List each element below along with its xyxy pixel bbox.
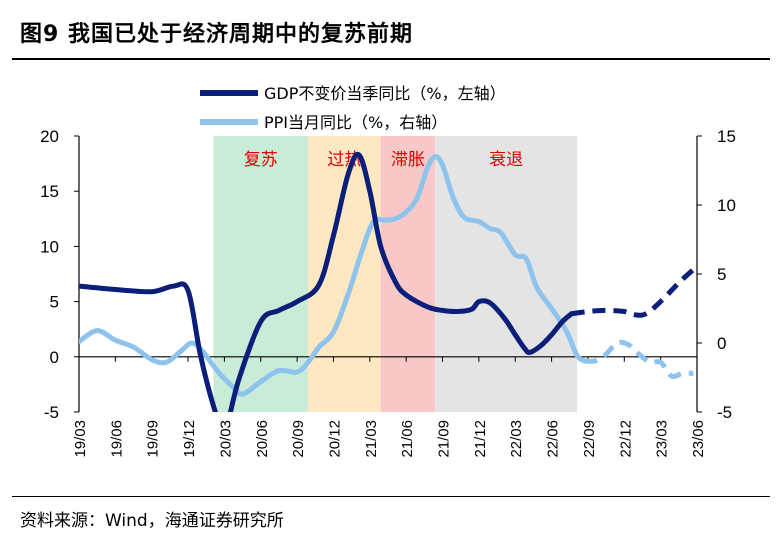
phase-label-3: 衰退 (489, 150, 523, 170)
phase-bands: 复苏 过热 滞胀 衰退 (213, 136, 578, 412)
y-right-tick-label: 10 (717, 196, 736, 215)
title-divider (12, 58, 770, 60)
x-tick-label: 19/09 (145, 420, 162, 458)
y-left-tick-label: 20 (40, 127, 59, 146)
series-1-dashed-line (584, 339, 694, 380)
x-tick-label: 22/09 (581, 420, 598, 458)
series-1-line (79, 154, 587, 397)
x-tick-label: 23/06 (690, 420, 707, 458)
figure-title: 图9 我国已处于经济周期中的复苏前期 (20, 22, 413, 47)
phase-label-2: 滞胀 (391, 150, 425, 170)
x-tick-label: 19/12 (181, 420, 198, 458)
x-tick-label: 20/03 (217, 420, 234, 458)
series-0-dashed-line (571, 267, 696, 318)
x-tick-label: 22/03 (508, 420, 525, 458)
y-left-tick-label: 15 (40, 182, 59, 201)
x-tick-label: 19/06 (108, 420, 125, 458)
legend-gdp-label: GDP不变价当季同比（%，左轴） (264, 84, 506, 103)
phase-band-3 (435, 136, 578, 412)
legend-ppi-label: PPI当月同比（%，右轴） (264, 113, 447, 132)
x-tick-label: 23/03 (654, 420, 671, 458)
phase-band-0 (213, 136, 309, 412)
axes: 20 15 10 5 0 -5 15 10 5 0 -5 19/03 19/06 19/09 19/12 20… (40, 127, 736, 458)
series-0-line (79, 151, 575, 412)
y-right-tick-label: -5 (717, 403, 732, 422)
phase-band-1 (308, 136, 381, 412)
x-tick-label: 21/06 (399, 420, 416, 458)
y-right-tick-label: 5 (717, 265, 726, 284)
y-left-tick-label: 5 (50, 293, 59, 312)
y-right-tick-label: 0 (717, 334, 726, 353)
x-tick-label: 19/03 (72, 420, 89, 458)
x-tick-label: 20/12 (326, 420, 343, 458)
x-tick-label: 21/09 (436, 420, 453, 458)
series-lines (79, 151, 696, 412)
x-tick-label: 21/12 (472, 420, 489, 458)
x-tick-label: 22/12 (617, 420, 634, 458)
y-left-tick-label: 10 (40, 237, 59, 256)
source-divider (12, 496, 770, 497)
y-left-tick-label: -5 (44, 403, 59, 422)
x-tick-label: 20/09 (290, 420, 307, 458)
legend: GDP不变价当季同比（%，左轴） PPI当月同比（%，右轴） (200, 84, 506, 132)
y-right-tick-label: 15 (717, 127, 736, 146)
phase-label-0: 复苏 (244, 150, 278, 170)
source-note: 资料来源：Wind，海通证券研究所 (20, 511, 284, 531)
x-tick-label: 20/06 (254, 420, 271, 458)
y-left-tick-label: 0 (50, 348, 59, 367)
x-tick-label: 21/03 (363, 420, 380, 458)
x-tick-label: 22/06 (545, 420, 562, 458)
